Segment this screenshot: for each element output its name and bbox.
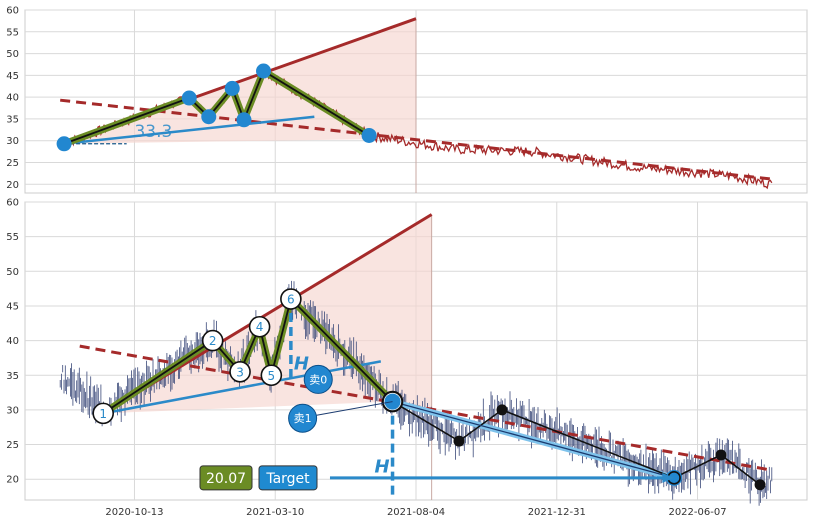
pivot-point [224, 80, 240, 96]
forecast-point [453, 435, 465, 447]
sell-signal-0-label: 卖0 [309, 373, 327, 386]
target-label-box [258, 465, 318, 491]
trend-dashed-line [79, 344, 773, 472]
sell-signal-1-pointer [316, 401, 393, 416]
forecast-line [392, 400, 761, 486]
sell-signal-1-label: 卖1 [294, 412, 312, 425]
target-value-text: 20.07 [206, 471, 246, 487]
x-tick-label: 2021-12-31 [528, 507, 586, 518]
y-tick-label: 35 [6, 371, 19, 382]
pattern-value-label: 33.3 [134, 122, 172, 142]
wave-point [248, 315, 271, 338]
y-tick-label: 45 [6, 301, 19, 312]
y-tick-label: 30 [6, 136, 19, 147]
y-tick-label: 40 [6, 336, 19, 347]
pivot-point [361, 127, 377, 143]
sell-signal-0 [303, 364, 333, 394]
target-arrowhead [662, 472, 675, 483]
trend-dashed-line [60, 98, 772, 181]
pivot-point [201, 109, 217, 125]
wave-point-label: 2 [209, 334, 217, 348]
sell-signal-1 [288, 403, 318, 433]
height-marker-label: H [294, 354, 309, 375]
y-tick-label: 60 [6, 6, 19, 17]
y-tick-label: 45 [6, 71, 19, 82]
x-tick-label: 2021-08-04 [387, 507, 445, 518]
y-tick-label: 55 [6, 232, 19, 243]
wave-point [92, 402, 114, 425]
wave-point-label: 6 [287, 293, 295, 307]
y-tick-label: 20 [6, 475, 19, 486]
y-tick-label: 40 [6, 93, 19, 104]
wave-point-label: 3 [236, 365, 244, 379]
y-tick-label: 50 [6, 49, 19, 60]
target-label-text: Target [265, 471, 310, 487]
projection-marker-label: H [375, 456, 390, 477]
x-tick-label: 2021-03-10 [246, 507, 304, 518]
wave-point [201, 329, 224, 352]
wave-point [280, 288, 302, 310]
support-line [63, 115, 315, 146]
forecast-point [754, 479, 766, 491]
pivot-point [181, 90, 197, 106]
forecast-direct-line [392, 400, 675, 479]
pivot-point [236, 112, 252, 128]
y-tick-label: 50 [6, 267, 19, 278]
wave-point-label: 4 [256, 320, 264, 334]
forecast-point [715, 449, 727, 461]
wave-breakout-ring [382, 391, 403, 412]
pivot-point [256, 63, 272, 79]
y-tick-label: 25 [6, 158, 19, 169]
forecast-point [496, 404, 508, 416]
wave-point [260, 364, 283, 387]
y-tick-label: 30 [6, 405, 19, 416]
pivot-point [56, 136, 72, 152]
x-tick-label: 2020-10-13 [105, 507, 163, 518]
target-value-box [199, 465, 253, 491]
wave-point-label: 1 [99, 407, 107, 421]
y-tick-label: 25 [6, 440, 19, 451]
x-tick-label: 2022-06-07 [668, 507, 726, 518]
wave-point [229, 360, 251, 383]
wave-point-label: 5 [268, 369, 276, 383]
y-tick-label: 20 [6, 180, 19, 191]
y-tick-label: 55 [6, 27, 19, 38]
y-tick-label: 60 [6, 198, 19, 209]
y-tick-label: 35 [6, 114, 19, 125]
support-line [102, 360, 382, 415]
